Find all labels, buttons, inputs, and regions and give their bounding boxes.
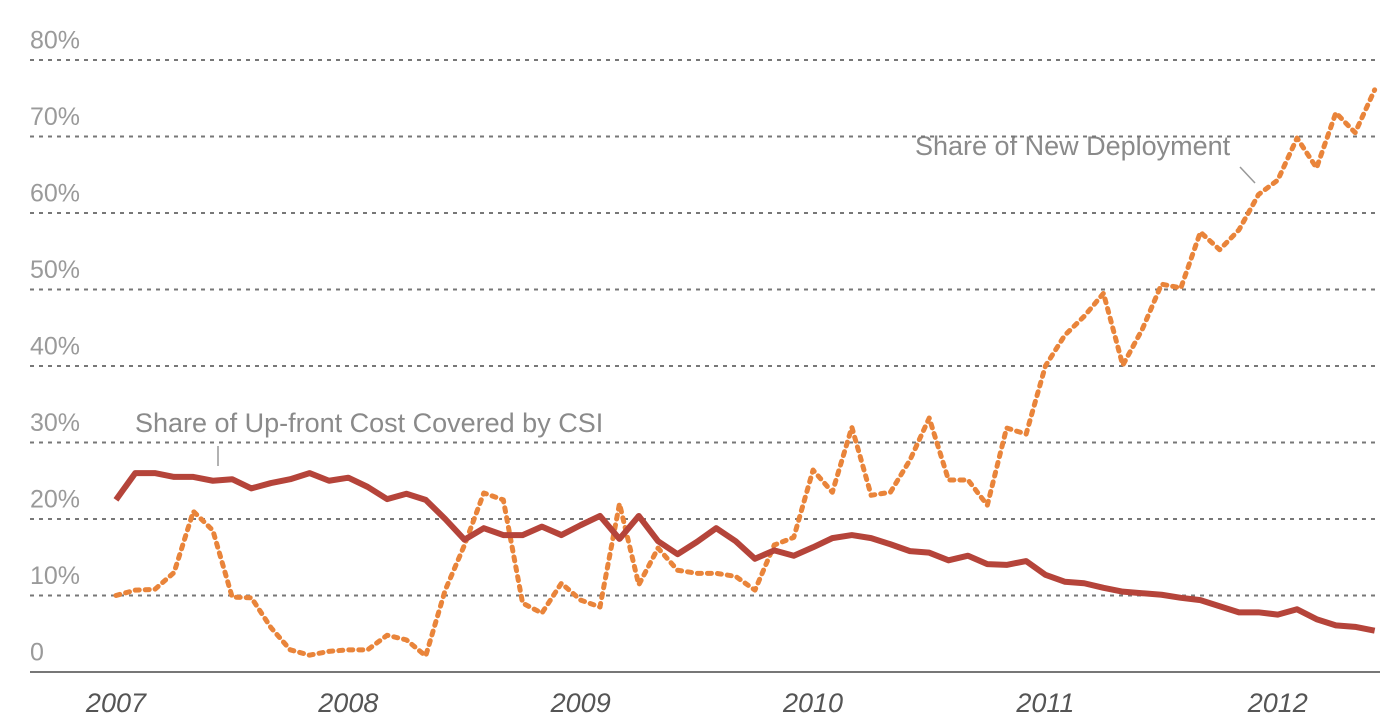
leader-line [1239, 166, 1256, 184]
y-tick-label: 10% [30, 562, 80, 590]
y-tick-label: 70% [30, 103, 80, 131]
y-tick-label: 0 [30, 639, 44, 667]
series-annotation: Share of Up-front Cost Covered by CSI [135, 408, 603, 438]
series-line [113, 470, 1376, 634]
y-tick-label: 60% [30, 180, 80, 208]
x-tick-label: 2007 [85, 688, 147, 718]
y-tick-label: 40% [30, 333, 80, 361]
y-tick-label: 20% [30, 486, 80, 514]
y-tick-label: 50% [30, 256, 80, 284]
x-tick-label: 2011 [1015, 688, 1074, 718]
y-tick-label: 80% [30, 27, 80, 55]
series-line [113, 87, 1378, 659]
x-tick-label: 2008 [317, 688, 378, 718]
y-tick-label: 30% [30, 409, 80, 437]
x-tick-label: 2009 [550, 688, 611, 718]
x-tick-label: 2010 [782, 688, 843, 718]
x-tick-label: 2012 [1247, 688, 1308, 718]
